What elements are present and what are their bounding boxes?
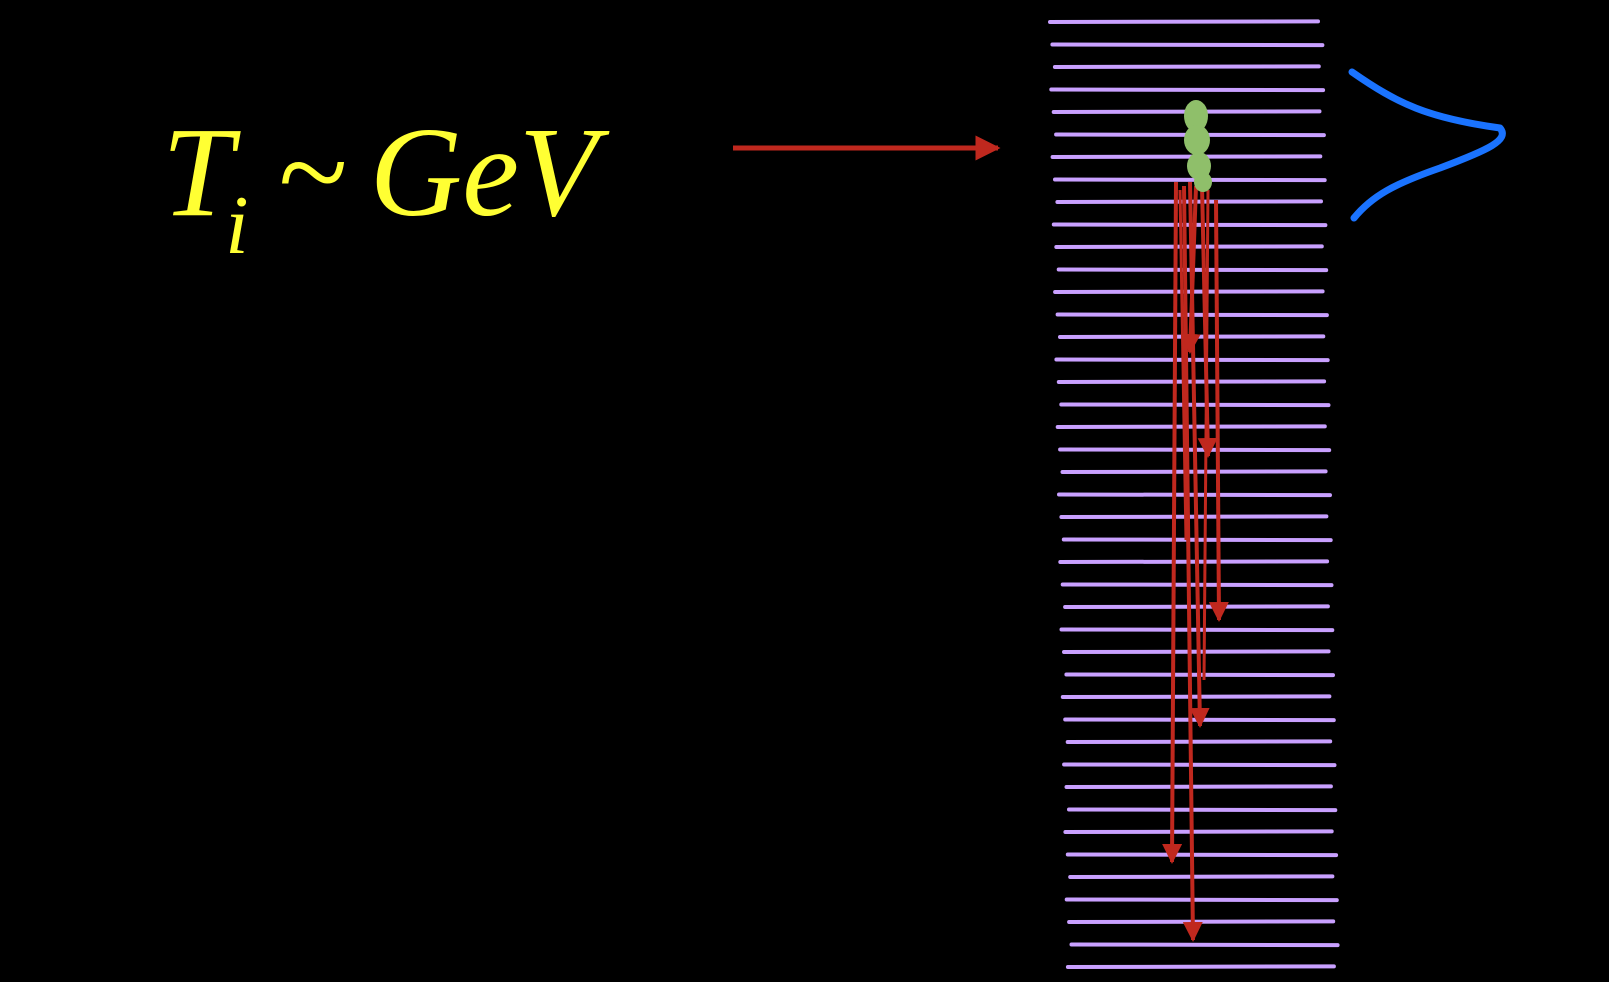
blob-icon	[1184, 100, 1212, 192]
stack-line	[1067, 919, 1336, 924]
track-arrow	[1180, 185, 1201, 354]
stack-line	[1058, 559, 1330, 564]
stack-line	[1064, 784, 1333, 789]
stacked-lines-column	[1048, 19, 1340, 969]
track-arrow	[1202, 189, 1210, 681]
stack-line	[1065, 964, 1336, 969]
stack-line	[1065, 739, 1333, 744]
stack-line	[1049, 87, 1326, 93]
stack-line	[1055, 424, 1327, 429]
formula-variable: T	[162, 101, 234, 243]
track-arrow	[1182, 185, 1203, 942]
stack-line	[1060, 694, 1332, 699]
formula-relation: ~	[278, 101, 348, 243]
stack-line	[1063, 829, 1334, 834]
stack-line	[1048, 19, 1320, 24]
stack-line	[1067, 807, 1338, 813]
track-arrow	[1162, 181, 1183, 864]
stack-line	[1068, 874, 1335, 879]
stack-line	[1069, 942, 1340, 948]
downward-tracks	[1162, 181, 1229, 942]
bell-curve-icon	[1348, 68, 1506, 222]
stack-line	[1053, 289, 1325, 294]
stack-line	[1050, 42, 1325, 48]
stack-line	[1054, 244, 1324, 249]
track-arrow	[1208, 199, 1229, 622]
formula-subscript: i	[225, 179, 249, 272]
stack-line	[1062, 649, 1331, 654]
stack-line	[1053, 177, 1327, 183]
stack-line	[1056, 379, 1327, 384]
formula-unit: GeV	[369, 101, 598, 243]
stack-line	[1052, 64, 1321, 69]
stack-line	[1062, 762, 1337, 768]
stack-line	[1065, 852, 1339, 858]
stack-line	[1050, 154, 1323, 159]
temperature-formula: Ti ~ GeV	[162, 108, 597, 268]
stack-line	[1064, 897, 1339, 903]
track-arrow	[1178, 189, 1188, 541]
stack-line	[1059, 514, 1329, 519]
